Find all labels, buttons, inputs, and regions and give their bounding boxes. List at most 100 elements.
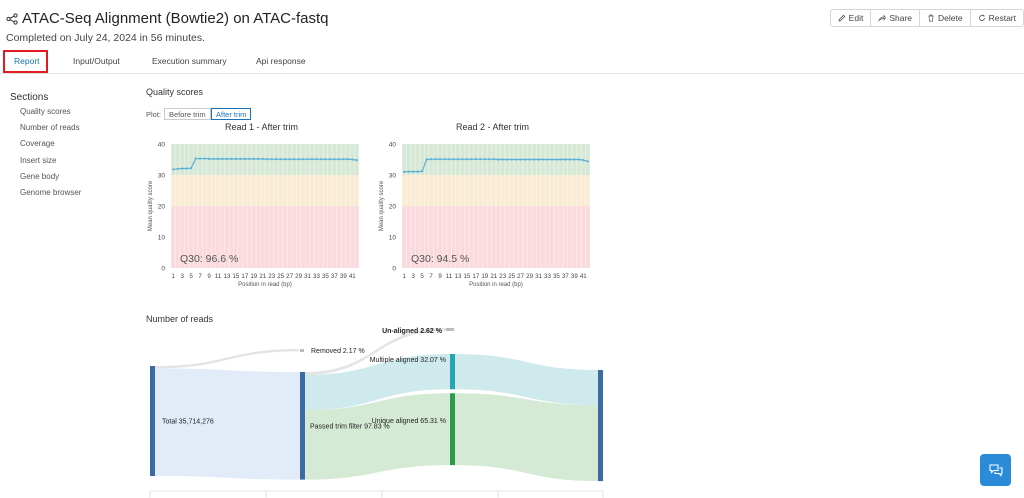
tab-api-response[interactable]: Api response — [256, 56, 306, 66]
x-tick-label: 29 — [295, 273, 302, 280]
node-removed — [300, 349, 304, 352]
node-label: Unique aligned 65.31 % — [372, 418, 446, 425]
x-tick-label: 7 — [198, 273, 202, 280]
sections-heading: Sections — [10, 92, 49, 103]
x-tick-label: 41 — [349, 273, 356, 280]
x-tick-label: 37 — [331, 273, 338, 280]
node-label: Un-aligned 2.62 % — [382, 328, 443, 335]
quality-point — [429, 158, 433, 161]
quality-point — [474, 158, 477, 161]
sidebar-item-genome-browser[interactable]: Genome browser — [20, 188, 82, 197]
sidebar-item-quality-scores[interactable]: Quality scores — [20, 107, 71, 116]
quality-point — [434, 158, 437, 161]
quality-point — [284, 158, 287, 161]
share-label: Share — [889, 13, 913, 23]
quality-point — [176, 167, 179, 170]
share-arrow-icon — [878, 14, 887, 22]
chat-support-button[interactable] — [980, 454, 1011, 486]
x-tick-label: 31 — [304, 273, 311, 280]
quality-point — [346, 158, 349, 161]
quality-point — [239, 157, 242, 160]
quality-point — [497, 158, 500, 161]
tab-execution-summary[interactable]: Execution summary — [152, 56, 227, 66]
number-of-reads-heading: Number of reads — [146, 314, 214, 324]
quality-point — [555, 158, 558, 161]
x-axis-label: Position in read (bp) — [469, 282, 523, 288]
quality-point — [279, 158, 282, 161]
quality-point — [523, 158, 527, 161]
quality-point — [266, 158, 269, 161]
quality-point — [510, 158, 513, 161]
x-tick-label: 21 — [490, 273, 497, 280]
quality-point — [403, 170, 406, 173]
x-tick-label: 39 — [340, 273, 347, 280]
y-tick-label: 20 — [389, 204, 397, 211]
y-tick-label: 0 — [392, 266, 396, 273]
restart-button[interactable]: Restart — [969, 9, 1024, 27]
sidebar-item-insert-size[interactable]: Insert size — [20, 156, 57, 165]
quality-point — [328, 158, 332, 161]
quality-point — [465, 158, 469, 161]
quality-point — [573, 158, 576, 161]
share-button[interactable]: Share — [870, 9, 921, 27]
quality-point — [252, 157, 255, 160]
plot-label: Plot: — [146, 110, 162, 119]
delete-button[interactable]: Delete — [919, 9, 971, 27]
read1-chart-title: Read 1 - After trim — [225, 122, 299, 132]
quality-point — [528, 158, 531, 161]
after-trim-button[interactable]: After trim — [211, 108, 252, 120]
quality-point — [488, 158, 491, 161]
edit-button[interactable]: Edit — [829, 9, 872, 27]
read2-chart-title: Read 2 - After trim — [456, 122, 530, 132]
x-tick-label: 37 — [562, 273, 569, 280]
quality-point — [194, 157, 197, 160]
x-tick-label: 35 — [553, 273, 560, 280]
quality-point — [407, 170, 410, 173]
action-toolbar: Edit Share Delete Restart — [829, 9, 1024, 27]
sidebar-item-coverage[interactable]: Coverage — [20, 139, 55, 148]
quality-point — [319, 158, 323, 161]
x-tick-label: 33 — [544, 273, 551, 280]
quality-point — [564, 158, 567, 161]
before-trim-button[interactable]: Before trim — [164, 108, 211, 120]
node-final — [598, 370, 603, 482]
x-axis-label: Position in read (bp) — [238, 282, 292, 288]
quality-point — [416, 170, 419, 173]
q30-annotation: Q30: 94.5 % — [411, 253, 469, 265]
y-tick-label: 0 — [161, 266, 165, 273]
quality-point — [425, 158, 428, 161]
node-total — [150, 366, 155, 476]
tab-report[interactable]: Report — [14, 56, 40, 66]
quality-point — [198, 157, 202, 160]
sidebar-item-number-of-reads[interactable]: Number of reads — [20, 123, 80, 132]
x-tick-label: 35 — [322, 273, 329, 280]
x-tick-label: 29 — [526, 273, 533, 280]
node-label: Total 35,714,276 — [162, 419, 214, 426]
quality-point — [225, 157, 229, 160]
node-label: Removed 2.17 % — [311, 348, 365, 355]
x-tick-label: 31 — [535, 273, 542, 280]
x-tick-label: 9 — [207, 273, 211, 280]
q30-annotation: Q30: 96.6 % — [180, 253, 238, 265]
restart-label: Restart — [988, 13, 1016, 23]
node-multiple — [450, 354, 455, 390]
x-tick-label: 23 — [499, 273, 506, 280]
y-tick-label: 20 — [158, 204, 166, 211]
x-tick-label: 27 — [286, 273, 293, 280]
tab-bar: Report Input/Output Execution summary Ap… — [0, 48, 1024, 74]
x-tick-label: 19 — [481, 273, 488, 280]
quality-point — [185, 167, 188, 170]
tab-input-output[interactable]: Input/Output — [73, 56, 120, 66]
quality-point — [248, 157, 251, 160]
quality-point — [324, 158, 327, 161]
x-tick-label: 7 — [429, 273, 433, 280]
x-tick-label: 1 — [403, 273, 407, 280]
quality-point — [421, 170, 424, 173]
x-tick-label: 17 — [241, 273, 248, 280]
quality-point — [203, 157, 206, 160]
y-tick-label: 30 — [389, 173, 397, 180]
sidebar-item-gene-body[interactable]: Gene body — [20, 172, 60, 181]
quality-point — [461, 158, 464, 161]
quality-point — [243, 157, 246, 160]
quality-point — [519, 158, 522, 161]
